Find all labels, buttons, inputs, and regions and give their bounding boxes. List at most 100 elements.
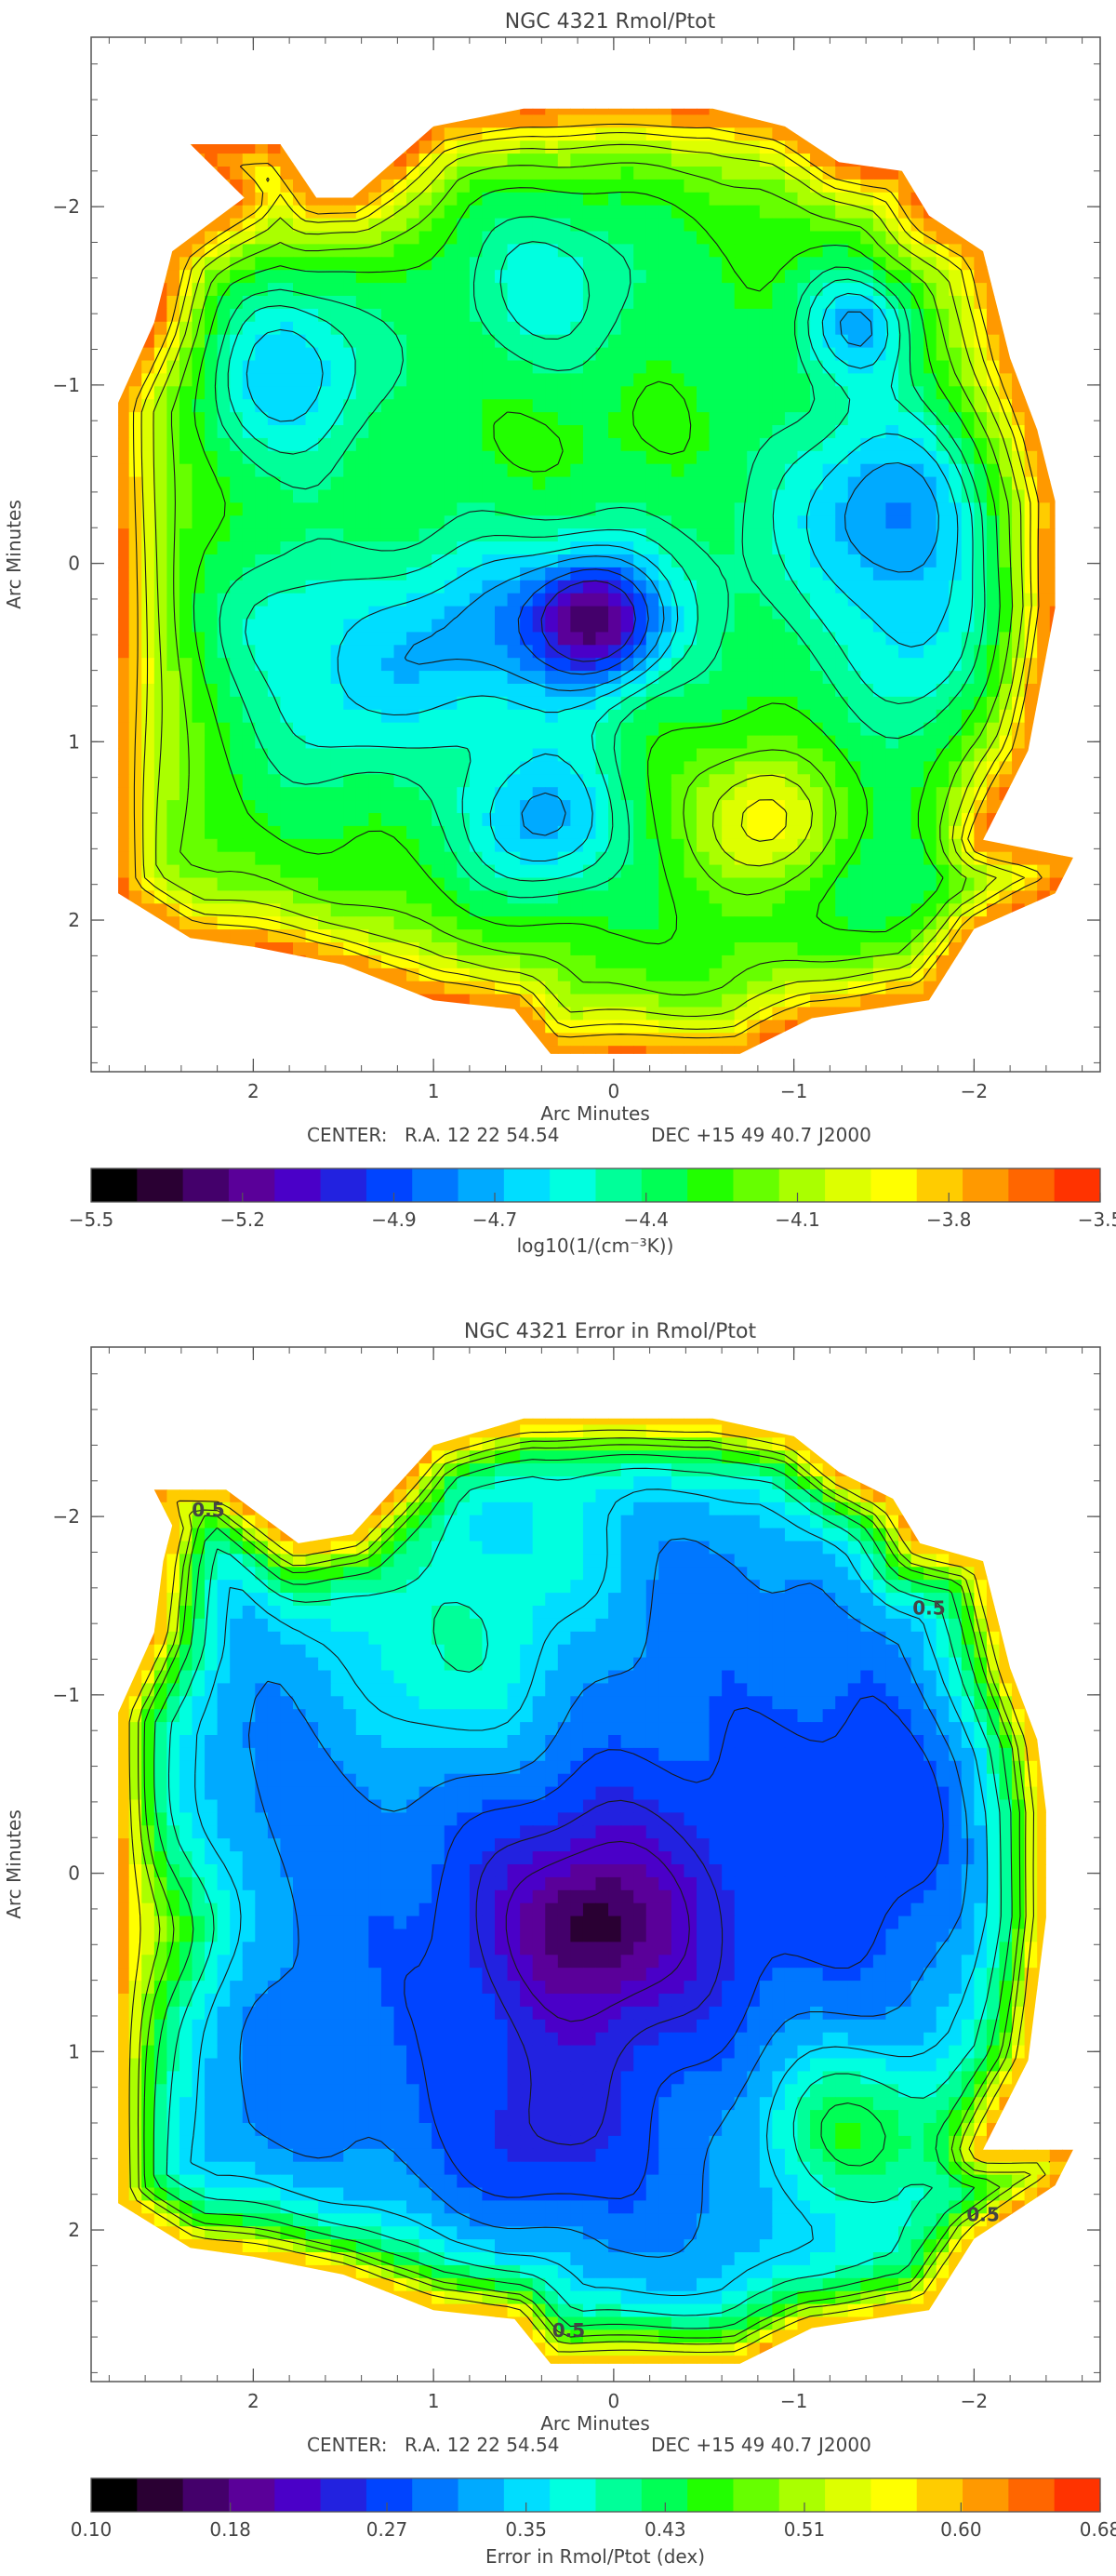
map-cell xyxy=(911,515,924,529)
map-cell xyxy=(482,490,495,504)
map-cell xyxy=(533,386,546,400)
map-cell xyxy=(104,581,117,594)
map-cell xyxy=(835,787,848,801)
map-cell xyxy=(596,373,609,387)
map-cell xyxy=(230,567,243,581)
map-cell xyxy=(545,1020,558,1034)
map-cell xyxy=(633,1046,646,1060)
map-cell xyxy=(116,632,129,646)
map-cell xyxy=(368,348,381,362)
map-cell xyxy=(381,981,394,995)
map-cell xyxy=(218,916,231,930)
map-cell xyxy=(798,632,811,646)
map-cell xyxy=(445,167,458,180)
map-cell xyxy=(848,942,861,956)
map-cell xyxy=(545,607,558,621)
map-cell xyxy=(432,955,445,969)
map-cell xyxy=(166,464,179,478)
map-cell xyxy=(684,464,697,478)
map-cell xyxy=(747,916,760,930)
map-cell xyxy=(179,438,193,452)
map-cell xyxy=(368,813,381,827)
map-cell xyxy=(658,322,671,336)
map-cell xyxy=(482,994,495,1008)
map-cell xyxy=(735,942,748,956)
map-cell xyxy=(331,710,344,724)
map-cell xyxy=(293,373,306,387)
map-cell xyxy=(810,839,823,853)
map-cell xyxy=(318,594,331,607)
map-cell xyxy=(508,219,521,233)
map-cell xyxy=(533,671,546,685)
map-cell xyxy=(987,425,1000,439)
map-cell xyxy=(419,451,432,465)
map-cell xyxy=(495,490,508,504)
map-cell xyxy=(445,386,458,400)
map-cell xyxy=(179,736,193,750)
map-cell xyxy=(1012,361,1025,375)
map-cell xyxy=(205,852,218,866)
map-cell xyxy=(570,1059,583,1073)
map-cell xyxy=(823,865,836,879)
map-cell xyxy=(658,955,671,969)
map-cell xyxy=(710,1046,723,1060)
map-cell xyxy=(154,929,167,943)
map-cell xyxy=(508,839,521,853)
map-cell xyxy=(810,127,823,141)
map-cell xyxy=(860,515,873,529)
map-cell xyxy=(810,528,823,542)
map-cell xyxy=(633,244,646,258)
map-cell xyxy=(937,620,950,634)
map-cell xyxy=(545,114,558,127)
map-cell xyxy=(697,581,710,594)
map-cell xyxy=(608,581,621,594)
map-cell xyxy=(116,425,129,439)
map-cell xyxy=(558,903,571,917)
map-cell xyxy=(570,244,583,258)
map-cell xyxy=(432,684,445,698)
map-cell xyxy=(293,658,306,672)
map-cell xyxy=(141,425,154,439)
map-cell xyxy=(596,1059,609,1073)
map-cell xyxy=(280,167,293,180)
map-cell xyxy=(470,515,483,529)
map-cell xyxy=(697,736,710,750)
map-cell xyxy=(432,607,445,621)
map-cell xyxy=(268,270,281,284)
map-cell xyxy=(306,787,319,801)
map-cell xyxy=(608,607,621,621)
map-cell xyxy=(684,916,697,930)
map-cell xyxy=(621,1046,634,1060)
map-cell xyxy=(1000,736,1013,750)
map-cell xyxy=(394,167,407,180)
map-cell xyxy=(255,723,268,737)
map-cell xyxy=(873,515,886,529)
map-cell xyxy=(406,348,419,362)
map-cell xyxy=(735,335,748,349)
map-cell xyxy=(293,903,306,917)
map-cell xyxy=(116,723,129,737)
map-cell xyxy=(697,645,710,659)
map-cell xyxy=(1050,581,1063,594)
map-cell xyxy=(445,283,458,297)
map-cell xyxy=(772,620,785,634)
map-cell xyxy=(331,671,344,685)
map-cell xyxy=(445,257,458,271)
map-cell xyxy=(684,114,697,127)
map-cell xyxy=(1037,645,1050,659)
map-cell xyxy=(710,942,723,956)
map-cell xyxy=(962,373,975,387)
map-cell xyxy=(558,1046,571,1060)
map-cell xyxy=(558,127,571,141)
map-cell xyxy=(633,826,646,840)
map-cell xyxy=(306,736,319,750)
map-cell xyxy=(735,309,748,323)
map-cell xyxy=(747,102,760,116)
map-cell xyxy=(179,219,193,233)
map-cell xyxy=(482,645,495,659)
map-cell xyxy=(129,322,142,336)
map-cell xyxy=(381,632,394,646)
map-cell xyxy=(218,451,231,465)
map-cell xyxy=(193,723,206,737)
